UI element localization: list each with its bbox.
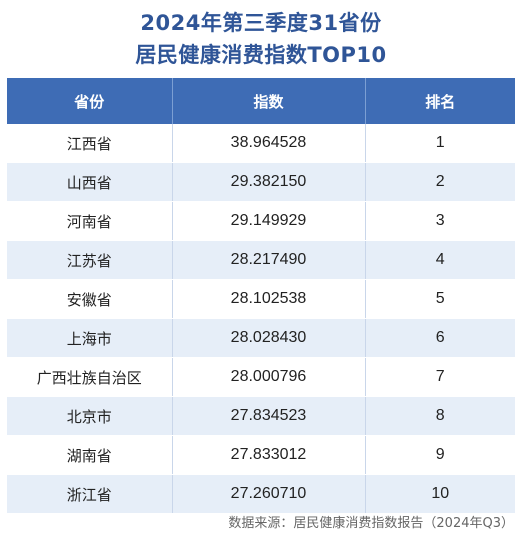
cell-province: 江苏省 (7, 240, 173, 280)
cell-rank: 1 (365, 124, 515, 163)
cell-index: 27.834523 (172, 396, 366, 436)
cell-rank: 7 (365, 357, 515, 397)
title-line-1: 2024年第三季度31省份 (140, 11, 382, 35)
cell-rank: 6 (365, 318, 515, 358)
cell-province: 浙江省 (7, 474, 173, 514)
cell-index: 38.964528 (172, 124, 366, 163)
header-rank: 排名 (365, 78, 515, 124)
cell-province: 北京市 (7, 396, 173, 436)
cell-index: 27.260710 (172, 474, 366, 514)
table-row: 浙江省 27.260710 10 (7, 474, 515, 514)
cell-province: 山西省 (7, 162, 173, 202)
table-row: 江西省 38.964528 1 (7, 124, 515, 163)
table-row: 河南省 29.149929 3 (7, 201, 515, 241)
cell-index: 28.217490 (172, 240, 366, 280)
cell-index: 28.102538 (172, 279, 366, 319)
cell-rank: 2 (365, 162, 515, 202)
table-row: 北京市 27.834523 8 (7, 396, 515, 436)
cell-province: 安徽省 (7, 279, 173, 319)
table-row: 湖南省 27.833012 9 (7, 435, 515, 475)
cell-province: 江西省 (7, 124, 173, 163)
table-row: 广西壮族自治区 28.000796 7 (7, 357, 515, 397)
table-row: 江苏省 28.217490 4 (7, 240, 515, 280)
header-province: 省份 (7, 78, 173, 124)
table-row: 上海市 28.028430 6 (7, 318, 515, 358)
ranking-table: 省份 指数 排名 江西省 38.964528 1 山西省 29.382150 2… (7, 78, 515, 514)
cell-province: 广西壮族自治区 (7, 357, 173, 397)
cell-rank: 9 (365, 435, 515, 475)
table-row: 山西省 29.382150 2 (7, 162, 515, 202)
cell-index: 29.149929 (172, 201, 366, 241)
header-index: 指数 (172, 78, 366, 124)
cell-rank: 5 (365, 279, 515, 319)
cell-index: 28.028430 (172, 318, 366, 358)
cell-rank: 4 (365, 240, 515, 280)
cell-rank: 8 (365, 396, 515, 436)
cell-province: 河南省 (7, 201, 173, 241)
cell-index: 29.382150 (172, 162, 366, 202)
cell-index: 27.833012 (172, 435, 366, 475)
table-row: 安徽省 28.102538 5 (7, 279, 515, 319)
data-source-note: 数据来源：居民健康消费指数报告（2024年Q3） (228, 516, 514, 531)
cell-index: 28.000796 (172, 357, 366, 397)
cell-province: 上海市 (7, 318, 173, 358)
table-header-row: 省份 指数 排名 (7, 78, 515, 124)
title-line-2: 居民健康消费指数TOP10 (135, 43, 387, 67)
cell-province: 湖南省 (7, 435, 173, 475)
cell-rank: 3 (365, 201, 515, 241)
cell-rank: 10 (365, 474, 515, 514)
